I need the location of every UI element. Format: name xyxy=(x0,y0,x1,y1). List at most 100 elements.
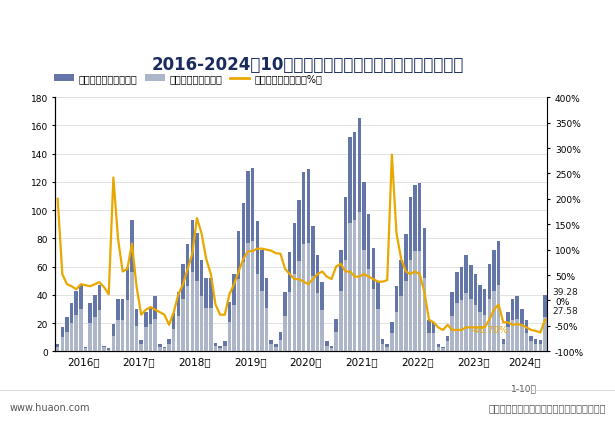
Bar xyxy=(316,294,319,351)
Bar xyxy=(140,340,143,351)
Bar xyxy=(330,346,333,351)
Bar xyxy=(204,308,208,351)
Bar xyxy=(163,348,166,351)
Bar xyxy=(316,256,319,351)
Bar xyxy=(195,233,199,351)
Bar xyxy=(121,320,124,351)
Bar xyxy=(279,332,282,351)
Bar xyxy=(121,299,124,351)
Bar xyxy=(246,171,250,351)
Bar xyxy=(469,265,472,351)
Bar xyxy=(446,336,450,351)
Bar xyxy=(520,309,523,351)
Bar xyxy=(153,319,157,351)
Bar xyxy=(84,348,87,351)
Bar xyxy=(302,245,306,351)
Bar xyxy=(191,273,194,351)
Bar xyxy=(409,198,412,351)
Bar xyxy=(70,304,73,351)
Bar xyxy=(483,315,486,351)
Bar xyxy=(376,309,379,351)
Bar xyxy=(167,344,171,351)
Bar xyxy=(418,184,421,351)
Bar xyxy=(237,279,240,351)
Bar xyxy=(269,340,273,351)
Bar xyxy=(251,242,255,351)
Bar xyxy=(200,260,204,351)
Bar xyxy=(390,322,394,351)
Bar xyxy=(56,347,60,351)
Bar xyxy=(534,344,538,351)
Bar xyxy=(98,285,101,351)
Bar xyxy=(362,182,366,351)
Bar xyxy=(74,291,78,351)
Bar xyxy=(158,344,162,351)
Legend: 房地产投资额（亿元）, 住宅投资额（亿元）, 房地产投资额增速（%）: 房地产投资额（亿元）, 住宅投资额（亿元）, 房地产投资额增速（%） xyxy=(50,70,326,88)
Bar xyxy=(153,296,157,351)
Bar xyxy=(427,333,430,351)
Bar xyxy=(140,344,143,351)
Bar xyxy=(455,273,459,351)
Bar xyxy=(483,290,486,351)
Bar xyxy=(446,342,450,351)
Bar xyxy=(381,344,384,351)
Bar xyxy=(353,133,357,351)
Bar xyxy=(288,253,292,351)
Bar xyxy=(242,263,245,351)
Bar xyxy=(260,291,264,351)
Bar xyxy=(93,318,97,351)
Bar xyxy=(144,328,148,351)
Bar xyxy=(255,274,259,351)
Text: 27.58: 27.58 xyxy=(552,306,577,315)
Bar xyxy=(478,312,482,351)
Bar xyxy=(204,278,208,351)
Bar xyxy=(125,267,129,351)
Bar xyxy=(163,347,166,351)
Bar xyxy=(228,302,231,351)
Bar xyxy=(306,243,310,351)
Bar xyxy=(191,221,194,351)
Bar xyxy=(93,295,97,351)
Bar xyxy=(177,292,180,351)
Bar xyxy=(311,226,315,351)
Bar xyxy=(432,333,435,351)
Bar xyxy=(432,322,435,351)
Bar xyxy=(469,299,472,351)
Bar xyxy=(497,285,501,351)
Bar xyxy=(404,281,408,351)
Bar xyxy=(200,296,204,351)
Bar xyxy=(116,320,120,351)
Bar xyxy=(376,281,379,351)
Bar xyxy=(172,329,175,351)
Bar xyxy=(260,250,264,351)
Bar xyxy=(107,348,111,351)
Bar xyxy=(218,346,222,351)
Bar xyxy=(297,261,301,351)
Bar xyxy=(284,292,287,351)
Bar xyxy=(102,347,106,351)
Bar xyxy=(195,281,199,351)
Bar xyxy=(404,235,408,351)
Bar xyxy=(501,344,505,351)
Bar xyxy=(177,316,180,351)
Bar xyxy=(293,223,296,351)
Bar xyxy=(186,245,189,351)
Bar xyxy=(130,221,133,351)
Bar xyxy=(464,256,468,351)
Bar xyxy=(460,301,463,351)
Bar xyxy=(274,347,277,351)
Bar xyxy=(149,308,153,351)
Bar xyxy=(344,260,347,351)
Bar xyxy=(325,346,328,351)
Bar xyxy=(251,168,255,351)
Text: 1-10月: 1-10月 xyxy=(511,384,537,393)
Bar xyxy=(79,309,82,351)
Bar xyxy=(255,222,259,351)
Bar xyxy=(74,315,78,351)
Bar xyxy=(209,278,213,351)
Bar xyxy=(455,304,459,351)
Bar xyxy=(437,347,440,351)
Bar xyxy=(450,316,454,351)
Bar xyxy=(214,343,217,351)
Bar xyxy=(279,340,282,351)
